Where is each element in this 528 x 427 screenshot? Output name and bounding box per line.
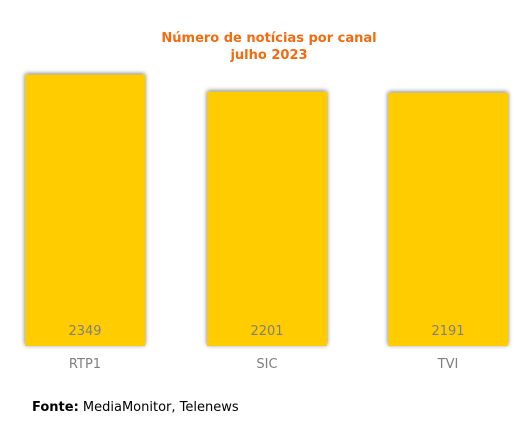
bar-tvi [388, 92, 508, 346]
category-label-tvi: TVI [437, 357, 459, 372]
chart-title-block: Número de notícias por canal julho 2023 [0, 30, 528, 64]
source-note: Fonte: MediaMonitor, Telenews [32, 400, 239, 415]
category-label-rtp1: RTP1 [69, 357, 101, 372]
value-label-rtp1: 2349 [68, 324, 101, 339]
category-labels-group: RTP1 SIC TVI [69, 357, 458, 372]
value-label-sic: 2201 [250, 324, 283, 339]
value-label-tvi: 2191 [431, 324, 464, 339]
category-label-sic: SIC [256, 357, 277, 372]
source-label: Fonte: [32, 400, 79, 415]
bar-rtp1 [25, 74, 145, 347]
bar-sic [207, 91, 327, 346]
value-labels-group: 2349 2201 2191 [68, 324, 464, 339]
bars-group [25, 74, 508, 347]
source-text: MediaMonitor, Telenews [82, 400, 239, 415]
chart-title: Número de notícias por canal [161, 31, 377, 46]
chart-subtitle: julho 2023 [230, 48, 308, 63]
